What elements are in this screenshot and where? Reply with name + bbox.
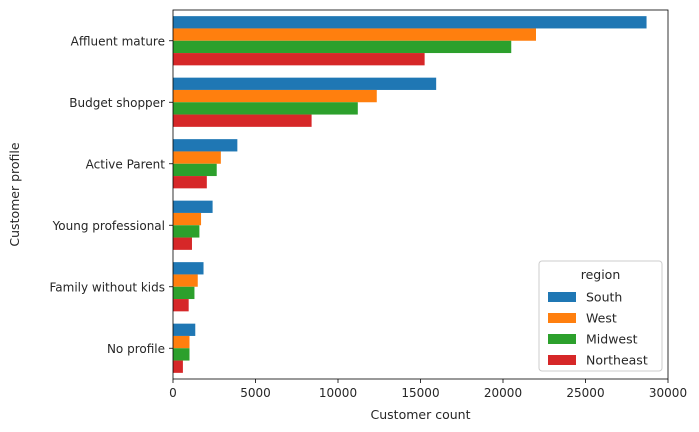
- bar-budget-shopper-midwest: [173, 102, 358, 115]
- bar-budget-shopper-west: [173, 89, 377, 103]
- bar-family-without-kids-west: [173, 274, 198, 287]
- legend-label-northeast: Northeast: [586, 353, 648, 368]
- bar-no-profile-northeast: [173, 360, 183, 373]
- y-axis-ticks: Affluent mature Budget shopper Active Pare…: [49, 34, 173, 356]
- legend-label-midwest: Midwest: [586, 332, 638, 347]
- y-tick-label: Family without kids: [49, 280, 165, 294]
- x-tick-label: 5000: [240, 386, 271, 400]
- bar-budget-shopper-northeast: [173, 114, 312, 127]
- bar-active-parent-south: [173, 139, 238, 152]
- y-tick-label: Affluent mature: [71, 34, 165, 48]
- x-tick-label: 15000: [401, 386, 439, 400]
- bar-affluent-mature-west: [173, 28, 536, 41]
- bar-active-parent-midwest: [173, 163, 217, 177]
- bar-no-profile-west: [173, 335, 190, 349]
- bar-affluent-mature-northeast: [173, 53, 425, 66]
- legend-swatch-northeast: [548, 355, 576, 365]
- legend-label-south: South: [586, 290, 622, 305]
- bar-budget-shopper-south: [173, 77, 437, 90]
- legend-swatch-south: [548, 292, 576, 302]
- y-tick-label: Budget shopper: [69, 96, 165, 110]
- legend-swatch-west: [548, 313, 576, 323]
- bar-young-professional-northeast: [173, 237, 192, 250]
- bar-young-professional-midwest: [173, 225, 200, 238]
- legend-items: South West Midwest Northeast: [548, 290, 648, 368]
- legend: region South West Midwest Northeast: [538, 260, 663, 372]
- bar-family-without-kids-northeast: [173, 299, 189, 312]
- bar-affluent-mature-south: [173, 16, 647, 29]
- x-tick-label: 0: [169, 386, 177, 400]
- x-axis-label: Customer count: [371, 407, 471, 422]
- bar-affluent-mature-midwest: [173, 40, 512, 54]
- y-axis-label: Customer profile: [7, 142, 22, 246]
- bar-no-profile-midwest: [173, 348, 190, 361]
- bar-family-without-kids-south: [173, 262, 204, 275]
- y-tick-label: No profile: [107, 342, 165, 356]
- legend-label-west: West: [586, 311, 617, 326]
- bars-group: [173, 16, 647, 373]
- x-tick-label: 20000: [484, 386, 522, 400]
- bar-active-parent-west: [173, 151, 221, 164]
- bar-young-professional-west: [173, 212, 202, 226]
- bar-no-profile-south: [173, 323, 196, 336]
- bar-family-without-kids-midwest: [173, 286, 195, 300]
- y-tick-label: Active Parent: [86, 157, 166, 171]
- bar-active-parent-northeast: [173, 176, 207, 189]
- x-tick-label: 10000: [319, 386, 357, 400]
- y-tick-label: Young professional: [52, 219, 165, 233]
- legend-title: region: [581, 267, 621, 282]
- x-tick-label: 25000: [566, 386, 604, 400]
- legend-swatch-midwest: [548, 334, 576, 344]
- bar-young-professional-south: [173, 200, 213, 213]
- x-axis-ticks: 0 5000 10000 15000 20000 25000 30000: [169, 379, 687, 400]
- x-tick-label: 30000: [649, 386, 687, 400]
